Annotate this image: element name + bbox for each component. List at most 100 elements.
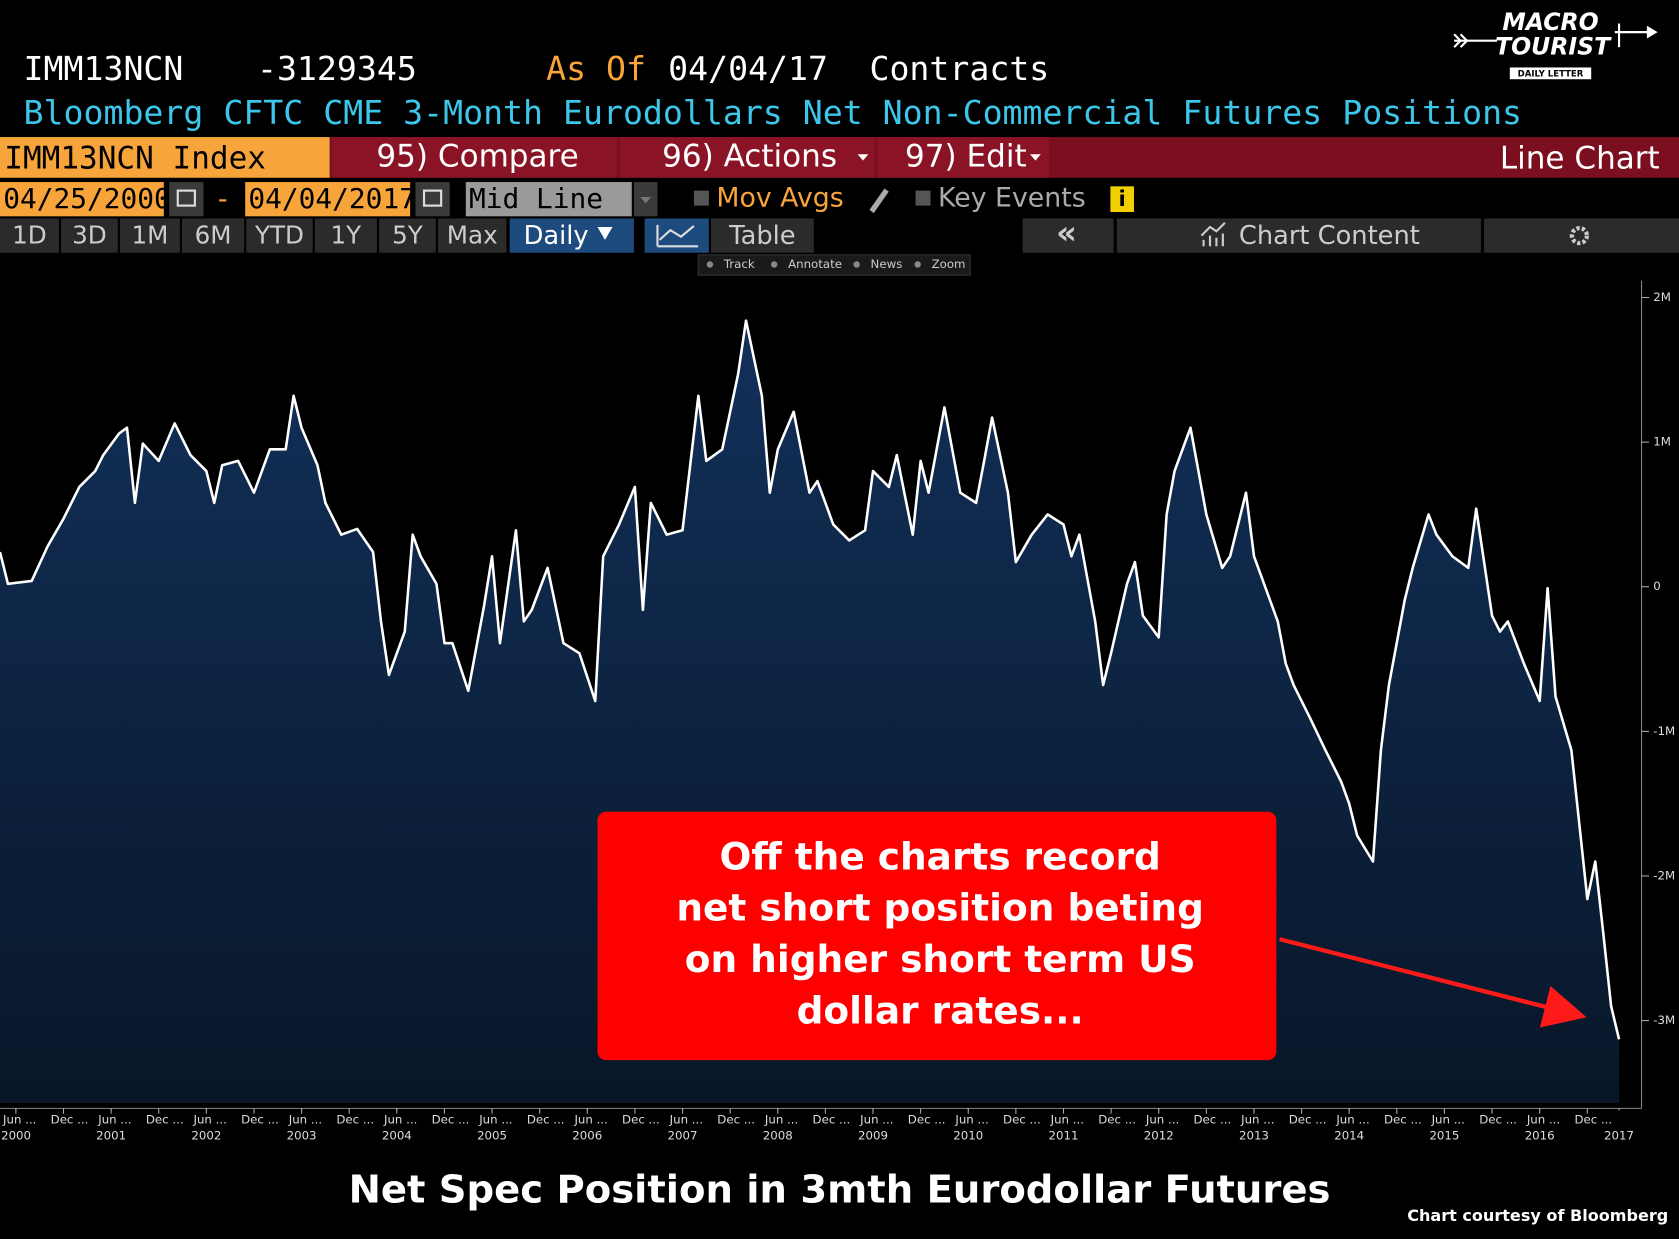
x-tick-label: Dec ... [146, 1113, 184, 1127]
x-tick-label: Dec ... [813, 1113, 851, 1127]
y-tick-label: -2M [1653, 868, 1675, 882]
info-label[interactable]: i [1119, 187, 1126, 212]
tool-icon [853, 261, 860, 268]
tool-icon [706, 261, 714, 268]
logo-fletching [1453, 33, 1469, 48]
period-label[interactable]: Max [447, 221, 498, 250]
annotation: Off the charts record net short position… [597, 811, 1587, 1061]
x-tick-label: Jun ... [1526, 1113, 1560, 1127]
x-tick-label: Dec ... [527, 1113, 565, 1127]
x-tick-label: Dec ... [432, 1113, 470, 1127]
info-box[interactable] [1110, 186, 1134, 213]
year-tick-label: 2002 [191, 1129, 221, 1143]
actions-button[interactable] [619, 137, 875, 178]
key-events-label[interactable]: Key Events [938, 183, 1086, 214]
period-label[interactable]: 3D [72, 221, 107, 250]
calendar-glyph [176, 189, 196, 207]
x-tick-label: Jun ... [1240, 1113, 1274, 1127]
dropdown-arrow [640, 197, 652, 204]
chart-content-icon [1200, 221, 1226, 247]
collapse-label[interactable]: « [1056, 214, 1077, 252]
period-button[interactable] [379, 218, 436, 253]
start-date-box[interactable] [0, 182, 164, 217]
index-label: IMM13NCN Index [4, 141, 266, 177]
tool-label[interactable]: Track [723, 257, 755, 271]
period-label[interactable]: 1Y [331, 221, 363, 250]
style-label[interactable]: Mid Line [469, 182, 603, 215]
x-tick-label: Jun ... [288, 1113, 322, 1127]
x-tick-label: Jun ... [1431, 1113, 1465, 1127]
year-tick-label: 2016 [1525, 1129, 1555, 1143]
period-label[interactable]: 1D [12, 221, 47, 250]
annotation-arrow [1279, 937, 1587, 1028]
end-date[interactable]: 04/04/2017 [248, 182, 416, 215]
header: IMM13NCN -3129345 As Of 04/04/17 Contrac… [24, 49, 1522, 132]
period-button[interactable] [119, 218, 180, 253]
checkbox[interactable] [693, 190, 709, 206]
pencil-icon[interactable] [869, 188, 889, 214]
chart-content-label[interactable]: Chart Content [1239, 221, 1420, 251]
period-button[interactable] [437, 218, 507, 253]
start-date[interactable]: 04/25/2000 [3, 182, 171, 215]
year-tick-label: 2003 [287, 1129, 317, 1143]
actions-label[interactable]: 96) Actions [662, 138, 837, 174]
x-tick-label: Jun ... [97, 1113, 131, 1127]
frequency-label[interactable]: Daily [524, 221, 589, 251]
calendar-icon[interactable] [169, 182, 204, 217]
logo-line2: TOURIST [1495, 33, 1612, 61]
compare-button[interactable] [331, 137, 617, 178]
x-tick-label: Jun ... [1145, 1113, 1179, 1127]
x-tick-label: Dec ... [336, 1113, 374, 1127]
year-tick-label: 2011 [1049, 1129, 1079, 1143]
tool-label[interactable]: Zoom [932, 257, 966, 271]
period-button[interactable] [246, 218, 313, 253]
period-button[interactable] [182, 218, 245, 253]
period-label[interactable]: 1M [131, 221, 168, 250]
table-label[interactable]: Table [728, 221, 795, 251]
style-box[interactable] [465, 182, 632, 217]
toolbar: IMM13NCN Index 95) Compare 96) Actions 9… [0, 137, 1679, 178]
period-label[interactable]: 6M [195, 221, 232, 250]
annotation-line: dollar rates... [797, 989, 1084, 1033]
dropdown-arrow [597, 227, 613, 240]
tool-label[interactable]: Annotate [788, 257, 842, 271]
period-button[interactable] [0, 218, 59, 253]
ticker: IMM13NCN [24, 49, 184, 88]
year-tick-label: 2008 [763, 1129, 793, 1143]
x-tick-label: Dec ... [1289, 1113, 1327, 1127]
chart-icon [656, 224, 699, 248]
compare-label[interactable]: 95) Compare [376, 138, 578, 174]
period-button[interactable] [314, 218, 377, 253]
settings-button[interactable] [1484, 218, 1679, 253]
chart-icon-button[interactable] [644, 218, 709, 253]
year-tick-label: 2009 [858, 1129, 888, 1143]
last-value: -3129345 [257, 49, 417, 88]
dropdown-arrow [1030, 154, 1041, 161]
end-date-box[interactable] [245, 182, 411, 217]
calendar-glyph [422, 189, 443, 207]
x-tick-label: Dec ... [1384, 1113, 1422, 1127]
frequency-button[interactable] [509, 218, 634, 253]
x-tick-label: Dec ... [908, 1113, 946, 1127]
as-of-label: As Of [546, 49, 646, 88]
x-tick-label: Jun ... [383, 1113, 417, 1127]
collapse-button[interactable] [1022, 218, 1114, 253]
edit-label[interactable]: 97) Edit [905, 138, 1027, 174]
period-button[interactable] [61, 218, 118, 253]
annotation-line: net short position beting [676, 886, 1204, 930]
checkbox[interactable] [915, 190, 931, 206]
year-tick-label: 2005 [477, 1129, 507, 1143]
calendar-icon[interactable] [415, 182, 450, 217]
mov-avgs-label[interactable]: Mov Avgs [716, 183, 843, 214]
period-label[interactable]: 5Y [392, 221, 424, 250]
table-button[interactable] [711, 218, 814, 253]
view-label[interactable]: Line Chart [1500, 141, 1660, 177]
logo-tag-box [1509, 67, 1592, 80]
x-tick-label: Jun ... [478, 1113, 512, 1127]
x-tick-label: Dec ... [51, 1113, 89, 1127]
chart-content-button[interactable] [1116, 218, 1481, 253]
edit-button[interactable] [878, 137, 1050, 178]
period-label[interactable]: YTD [254, 221, 304, 250]
tool-label[interactable]: News [871, 257, 903, 271]
x-tick-label: Jun ... [1050, 1113, 1084, 1127]
